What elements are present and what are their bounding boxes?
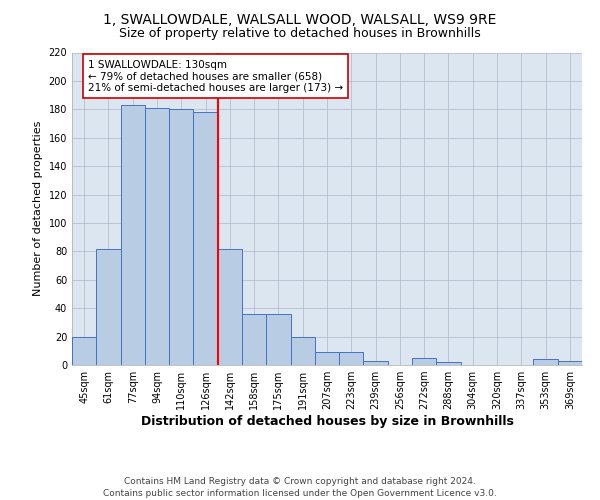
Bar — [121, 105, 145, 365]
Text: Contains HM Land Registry data © Crown copyright and database right 2024.
Contai: Contains HM Land Registry data © Crown c… — [103, 476, 497, 498]
Text: 1, SWALLOWDALE, WALSALL WOOD, WALSALL, WS9 9RE: 1, SWALLOWDALE, WALSALL WOOD, WALSALL, W… — [103, 12, 497, 26]
Bar — [558, 360, 582, 365]
Bar — [218, 248, 242, 365]
Bar — [169, 110, 193, 365]
X-axis label: Distribution of detached houses by size in Brownhills: Distribution of detached houses by size … — [140, 415, 514, 428]
Bar — [412, 358, 436, 365]
Bar — [290, 336, 315, 365]
Bar — [315, 352, 339, 365]
Bar — [96, 248, 121, 365]
Bar — [339, 352, 364, 365]
Text: Size of property relative to detached houses in Brownhills: Size of property relative to detached ho… — [119, 28, 481, 40]
Y-axis label: Number of detached properties: Number of detached properties — [33, 121, 43, 296]
Bar — [266, 314, 290, 365]
Bar — [533, 360, 558, 365]
Bar — [72, 336, 96, 365]
Bar — [242, 314, 266, 365]
Bar — [145, 108, 169, 365]
Bar — [364, 360, 388, 365]
Text: 1 SWALLOWDALE: 130sqm
← 79% of detached houses are smaller (658)
21% of semi-det: 1 SWALLOWDALE: 130sqm ← 79% of detached … — [88, 60, 343, 93]
Bar — [193, 112, 218, 365]
Bar — [436, 362, 461, 365]
